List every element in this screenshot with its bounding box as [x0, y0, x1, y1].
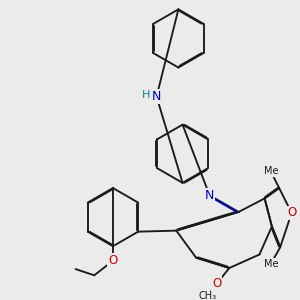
Text: Me: Me [264, 167, 278, 176]
Text: O: O [212, 277, 221, 290]
Text: CH₃: CH₃ [198, 291, 217, 300]
Text: N: N [152, 90, 161, 103]
Text: O: O [287, 206, 296, 220]
Text: Me: Me [264, 259, 278, 269]
Text: N: N [205, 189, 214, 202]
Text: O: O [108, 254, 118, 267]
Text: H: H [142, 89, 150, 100]
